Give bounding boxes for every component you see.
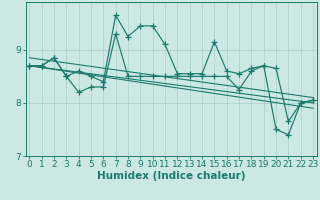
X-axis label: Humidex (Indice chaleur): Humidex (Indice chaleur) — [97, 171, 245, 181]
